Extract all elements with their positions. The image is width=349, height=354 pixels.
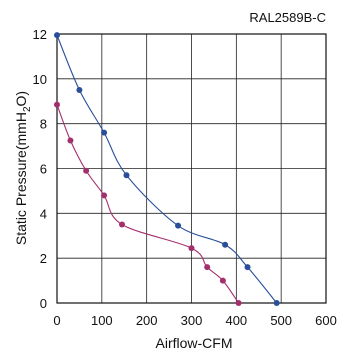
data-point-series-2 bbox=[204, 264, 211, 271]
data-point-series-1 bbox=[244, 264, 251, 271]
x-tick-label: 100 bbox=[91, 313, 113, 328]
data-point-series-2 bbox=[119, 221, 126, 228]
y-tick-label: 0 bbox=[40, 296, 47, 311]
data-point-series-2 bbox=[101, 192, 108, 199]
y-tick-label: 6 bbox=[40, 162, 47, 177]
y-axis-label: Static Pressure(mmH2O) bbox=[13, 91, 33, 245]
data-point-series-2 bbox=[219, 277, 226, 284]
data-point-series-2 bbox=[67, 137, 74, 144]
data-point-series-2 bbox=[54, 101, 60, 108]
series-layer bbox=[54, 32, 280, 306]
y-axis-label-main: Static Pressure(mmH bbox=[13, 112, 29, 245]
x-tick-label: 400 bbox=[225, 313, 247, 328]
data-point-series-1 bbox=[54, 32, 60, 39]
y-axis-label-end: O) bbox=[13, 91, 29, 107]
y-tick-label: 4 bbox=[40, 206, 47, 221]
x-tick-label: 300 bbox=[181, 313, 203, 328]
y-tick-label: 8 bbox=[40, 117, 47, 132]
data-point-series-1 bbox=[175, 222, 182, 229]
x-tick-label: 200 bbox=[136, 313, 158, 328]
data-point-series-1 bbox=[123, 172, 130, 179]
y-axis-label-subscript: 2 bbox=[22, 106, 33, 112]
tick-labels: 0 100 200 300 400 500 600 0 2 4 6 8 10 12 bbox=[33, 27, 337, 328]
plot-frame bbox=[56, 33, 327, 304]
grid bbox=[56, 33, 327, 304]
x-tick-label: 600 bbox=[315, 313, 337, 328]
y-tick-label: 12 bbox=[33, 27, 47, 42]
chart-title: RAL2589B-C bbox=[249, 10, 326, 25]
x-tick-label: 0 bbox=[53, 313, 60, 328]
x-axis-label: Airflow-CFM bbox=[156, 335, 233, 351]
data-point-series-2 bbox=[235, 300, 242, 306]
y-tick-label: 10 bbox=[33, 72, 47, 87]
series-line-2 bbox=[56, 104, 240, 304]
data-point-series-1 bbox=[222, 241, 229, 248]
y-tick-label: 2 bbox=[40, 251, 47, 266]
x-tick-label: 500 bbox=[270, 313, 292, 328]
data-point-series-1 bbox=[101, 129, 108, 136]
series-line-1 bbox=[56, 34, 278, 304]
data-point-series-1 bbox=[273, 300, 280, 306]
data-point-series-2 bbox=[83, 167, 90, 174]
data-point-series-1 bbox=[76, 87, 83, 94]
data-point-series-2 bbox=[188, 245, 195, 252]
